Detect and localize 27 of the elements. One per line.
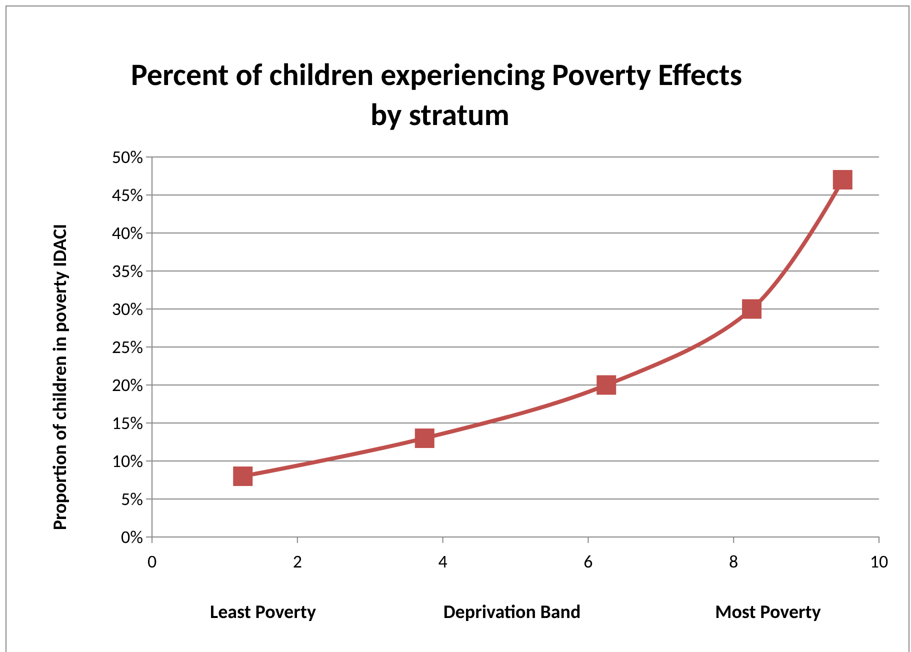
point: [414, 428, 434, 448]
y-tick-label: 0%: [121, 526, 144, 548]
y-tick-label: 15%: [112, 412, 144, 434]
x-axis-title: Deprivation Band: [443, 601, 581, 624]
x-tick-label: 2: [292, 550, 302, 573]
point: [233, 466, 253, 486]
point: [832, 170, 852, 190]
y-tick-label: 45%: [112, 184, 144, 206]
y-tick-label: 25%: [112, 336, 144, 358]
x-tick-label: 10: [870, 550, 888, 573]
y-tick-label: 5%: [121, 488, 144, 510]
y-axis-title: Proportion of children in poverty IDACI: [49, 224, 72, 530]
y-tick-label: 30%: [112, 298, 144, 320]
y-tick-label: 20%: [112, 374, 144, 396]
text: Least Poverty: [210, 601, 316, 624]
x-tick-label: 0: [147, 550, 157, 573]
y-tick-label: 40%: [112, 222, 144, 244]
chart-title: Percent of children experiencing Poverty Effects by stratum: [130, 56, 750, 134]
y-tick-label: 50%: [112, 146, 144, 168]
x-tick-label: 6: [584, 550, 593, 573]
point: [596, 375, 616, 395]
text: Most Poverty: [715, 601, 821, 624]
x-tick-label: 4: [438, 550, 448, 573]
x-tick-label: 8: [729, 550, 738, 573]
y-tick-label: 35%: [112, 260, 144, 282]
y-tick-label: 10%: [112, 450, 144, 472]
point: [742, 299, 762, 319]
